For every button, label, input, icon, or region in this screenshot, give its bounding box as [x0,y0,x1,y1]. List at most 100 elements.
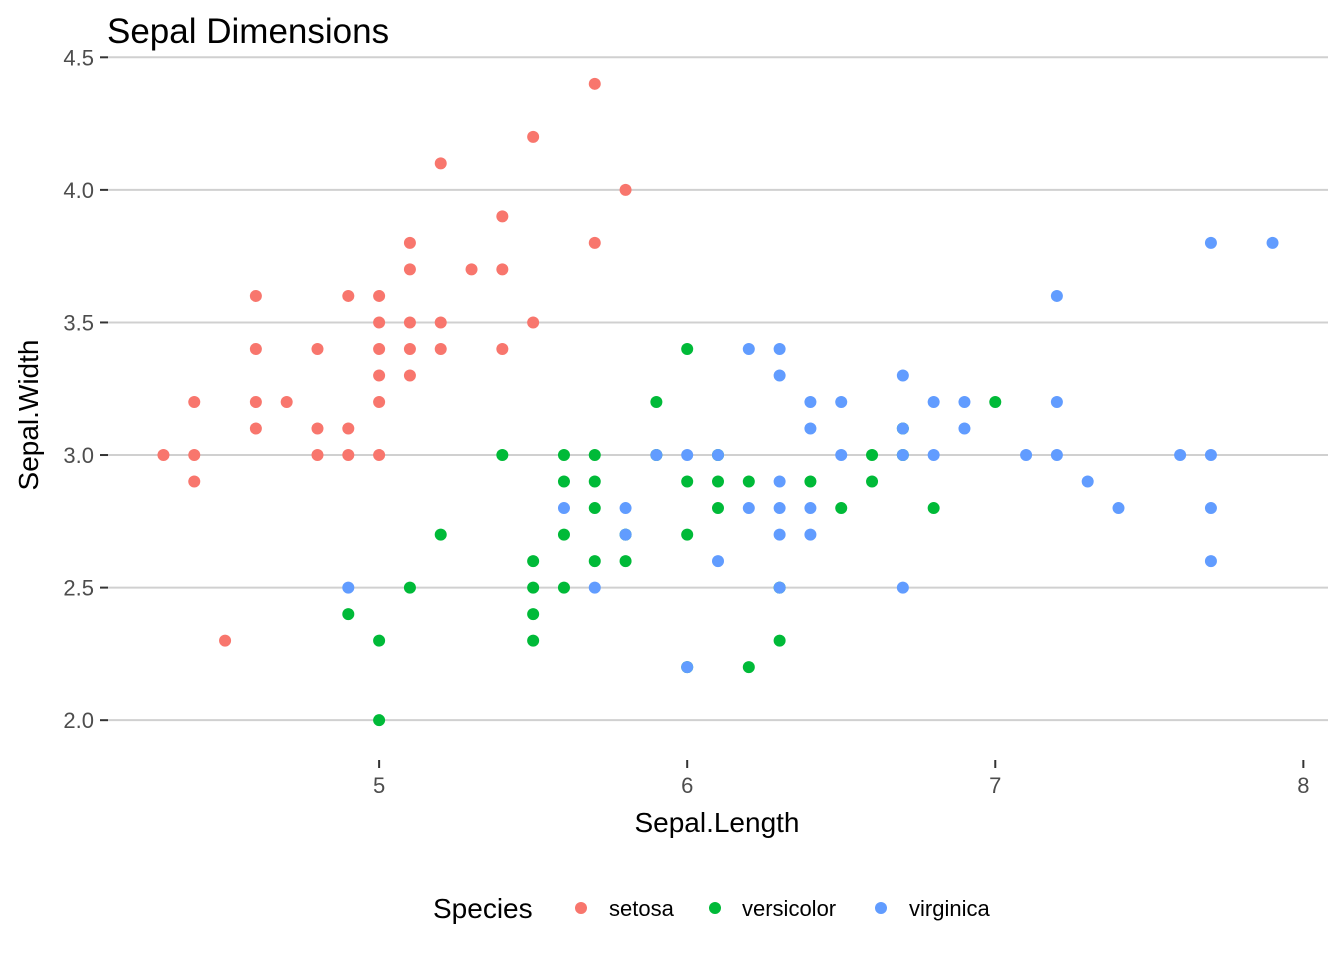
data-point-virginica [1112,502,1125,515]
data-point-setosa [496,263,509,276]
data-point-setosa [373,289,386,302]
data-point-setosa [311,342,324,355]
data-point-virginica [1050,396,1063,408]
data-point-setosa [403,342,416,355]
data-point-versicolor [373,634,386,647]
legend-label-setosa: setosa [609,896,675,921]
data-point-versicolor [588,475,601,488]
series-setosa [157,77,632,647]
data-point-setosa [249,289,262,302]
data-point-virginica [681,449,694,462]
data-point-versicolor [588,555,601,568]
legend-key-versicolor [709,902,721,914]
data-point-versicolor [681,528,694,541]
data-point-virginica [773,502,786,515]
y-tick-label: 2.5 [63,576,94,601]
data-point-setosa [434,316,447,329]
data-point-versicolor [557,528,570,541]
y-tick-label: 3.5 [63,310,94,335]
data-point-versicolor [619,555,632,568]
data-point-virginica [958,422,971,435]
y-axis: 2.0 2.5 3.0 3.5 4.0 4.5 [63,45,108,733]
x-axis-label: Sepal.Length [634,807,799,838]
data-point-virginica [742,342,755,355]
legend: Species setosa versicolor virginica [433,893,990,924]
data-point-setosa [188,475,201,488]
data-point-versicolor [434,528,447,541]
data-point-setosa [157,449,170,462]
data-point-versicolor [557,449,570,462]
data-point-virginica [773,475,786,488]
data-point-virginica [557,502,570,515]
data-point-virginica [835,396,848,408]
data-point-setosa [403,369,416,382]
data-point-virginica [619,528,632,541]
data-point-virginica [1266,236,1279,249]
legend-key-setosa [575,902,587,914]
data-point-versicolor [866,475,879,488]
data-point-virginica [773,342,786,355]
legend-item-versicolor: versicolor [709,896,836,921]
legend-items: setosa versicolor virginica [575,896,990,921]
y-tick-label: 4.0 [63,178,94,203]
data-point-setosa [219,634,232,647]
x-tick-label: 5 [373,773,385,798]
data-point-setosa [434,342,447,355]
data-point-versicolor [527,555,540,568]
legend-title: Species [433,893,533,924]
data-point-setosa [403,236,416,249]
data-point-virginica [342,581,355,594]
data-point-virginica [1020,449,1033,462]
data-point-virginica [804,502,817,515]
x-tick-label: 6 [681,773,693,798]
data-point-setosa [373,316,386,329]
data-point-virginica [712,555,724,568]
data-point-virginica [896,449,909,462]
data-point-virginica [1081,475,1094,488]
data-point-setosa [465,263,478,276]
data-point-setosa [588,236,601,249]
data-point-virginica [1050,289,1063,302]
data-point-virginica [804,528,817,541]
y-axis-label: Sepal.Width [13,340,44,491]
data-point-virginica [712,449,724,462]
data-point-virginica [804,396,817,408]
data-points [157,77,1279,727]
data-point-setosa [496,342,509,355]
x-tick-label: 8 [1297,773,1309,798]
data-point-versicolor [496,449,509,462]
data-point-setosa [188,396,201,408]
data-point-versicolor [527,581,540,594]
data-point-setosa [311,449,324,462]
legend-label-virginica: virginica [909,896,990,921]
data-point-virginica [650,449,663,462]
data-point-versicolor [712,502,724,515]
data-point-versicolor [527,634,540,647]
data-point-virginica [835,449,848,462]
data-point-versicolor [866,449,879,462]
data-point-virginica [681,661,694,674]
data-point-versicolor [681,342,694,355]
data-point-setosa [342,422,355,435]
data-point-versicolor [373,714,386,727]
x-tick-label: 7 [989,773,1001,798]
series-versicolor [342,342,1002,727]
data-point-versicolor [650,396,663,408]
data-point-setosa [403,316,416,329]
data-point-virginica [773,581,786,594]
data-point-setosa [373,396,386,408]
data-point-versicolor [989,396,1002,408]
x-axis: 5 6 7 8 [373,760,1309,798]
chart-title: Sepal Dimensions [107,12,389,51]
data-point-setosa [403,263,416,276]
data-point-virginica [1050,449,1063,462]
data-point-setosa [342,289,355,302]
data-point-versicolor [742,661,755,674]
data-point-versicolor [835,502,848,515]
data-point-setosa [496,210,509,223]
data-point-setosa [373,342,386,355]
data-point-setosa [527,316,540,329]
data-point-virginica [742,502,755,515]
data-point-setosa [619,183,632,196]
